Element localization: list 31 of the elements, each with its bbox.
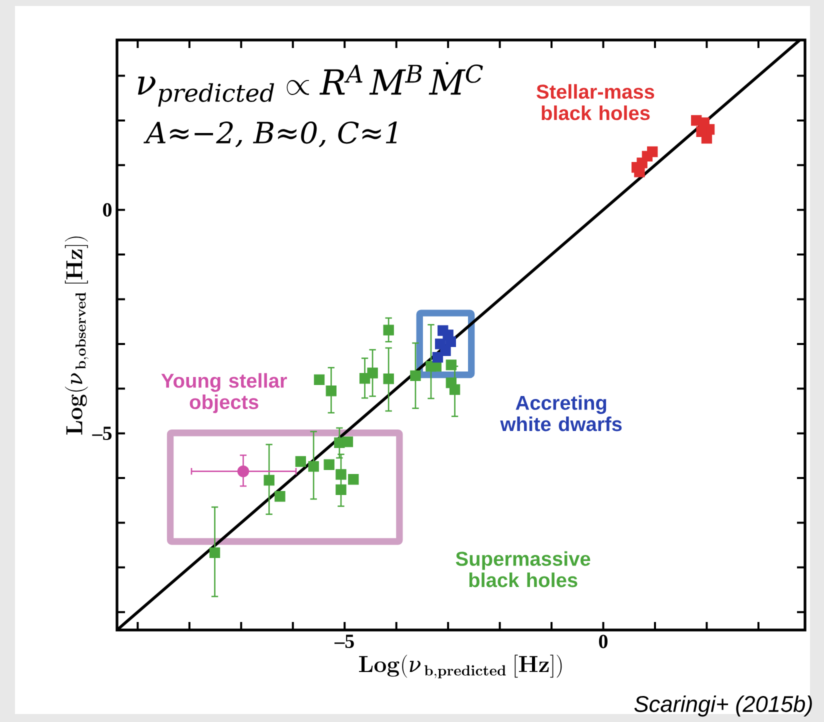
y-axis-title: $\mathbf{Log(}\boldsymbol{\nu}_{\,\mathbf{b,observed}}\ \mathbf{[Hz])}$	[64, 236, 88, 435]
point	[295, 456, 306, 467]
point	[274, 491, 286, 502]
annotation: A≈−2, B≈0, C≈1	[144, 122, 397, 148]
point	[383, 324, 394, 336]
point	[432, 352, 444, 363]
point	[367, 368, 378, 378]
point	[445, 336, 456, 348]
series-label: Stellar-mass black holes	[536, 84, 654, 120]
point	[647, 146, 658, 158]
point	[634, 166, 645, 178]
point	[336, 484, 346, 495]
point	[237, 465, 250, 478]
point	[383, 373, 394, 384]
point	[410, 370, 421, 382]
text: Accreting white dwarfs	[500, 395, 622, 432]
text: Supermassive black holes	[456, 551, 590, 588]
point	[336, 469, 346, 480]
annotation: $\nu_{predicted}\propto R^{A}\,M^{B}\,\dot{M}^{C}$	[138, 62, 483, 107]
point	[264, 474, 274, 486]
point	[308, 461, 319, 472]
text: Young stellar objects	[161, 373, 287, 414]
point	[326, 386, 336, 396]
point	[314, 374, 325, 386]
point	[209, 547, 220, 558]
point	[446, 377, 457, 388]
point	[324, 459, 334, 470]
text: Scaringi+ (2015b)	[634, 695, 812, 717]
point	[342, 436, 354, 448]
x-axis-title: $\mathbf{Log(}\boldsymbol{\nu}_{\,\mathbf{b,predicted}}\ \mathbf{[Hz])}$	[359, 654, 562, 678]
point	[348, 474, 359, 485]
